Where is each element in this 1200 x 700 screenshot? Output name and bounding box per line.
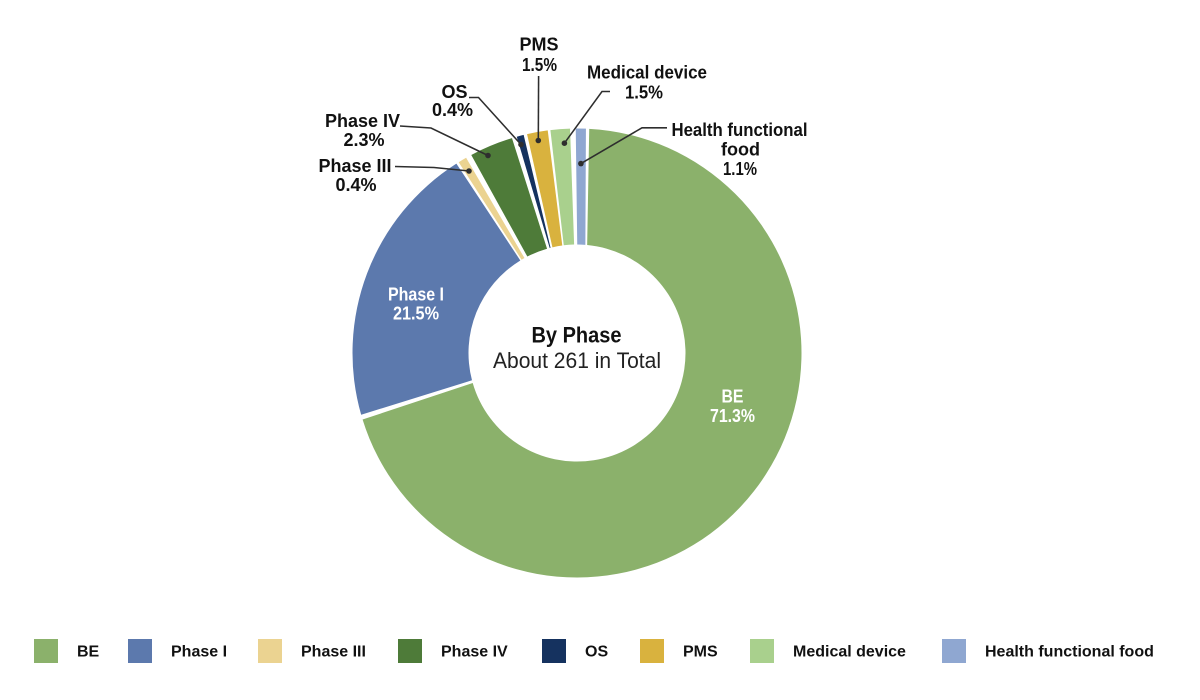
svg-text:Phase III: Phase III bbox=[318, 156, 391, 176]
svg-text:Phase IV: Phase IV bbox=[325, 111, 400, 131]
svg-text:0.4%: 0.4% bbox=[335, 175, 376, 195]
svg-text:BE: BE bbox=[77, 644, 100, 661]
svg-text:Phase IV: Phase IV bbox=[441, 644, 508, 661]
svg-text:1.5%: 1.5% bbox=[625, 83, 663, 103]
svg-text:1.1%: 1.1% bbox=[723, 159, 757, 179]
svg-text:OS: OS bbox=[585, 644, 608, 661]
svg-text:Medical device: Medical device bbox=[793, 644, 906, 661]
svg-text:Phase I: Phase I bbox=[171, 644, 227, 661]
svg-text:71.3%: 71.3% bbox=[710, 406, 755, 426]
svg-text:By Phase: By Phase bbox=[532, 323, 622, 348]
svg-text:Phase I: Phase I bbox=[388, 285, 444, 305]
svg-text:PMS: PMS bbox=[683, 644, 718, 661]
svg-text:1.5%: 1.5% bbox=[522, 55, 557, 75]
svg-text:Phase III: Phase III bbox=[301, 644, 366, 661]
svg-text:Medical device: Medical device bbox=[587, 63, 707, 83]
svg-text:Health functional: Health functional bbox=[672, 120, 808, 140]
svg-text:food: food bbox=[721, 140, 760, 160]
svg-text:OS: OS bbox=[441, 82, 467, 102]
svg-text:About 261 in Total: About 261 in Total bbox=[493, 348, 661, 373]
svg-text:21.5%: 21.5% bbox=[393, 304, 439, 324]
svg-text:Health functional food: Health functional food bbox=[985, 644, 1154, 661]
svg-text:PMS: PMS bbox=[519, 34, 558, 54]
svg-text:2.3%: 2.3% bbox=[343, 130, 384, 150]
svg-text:0.4%: 0.4% bbox=[432, 100, 473, 120]
svg-text:BE: BE bbox=[722, 387, 744, 407]
